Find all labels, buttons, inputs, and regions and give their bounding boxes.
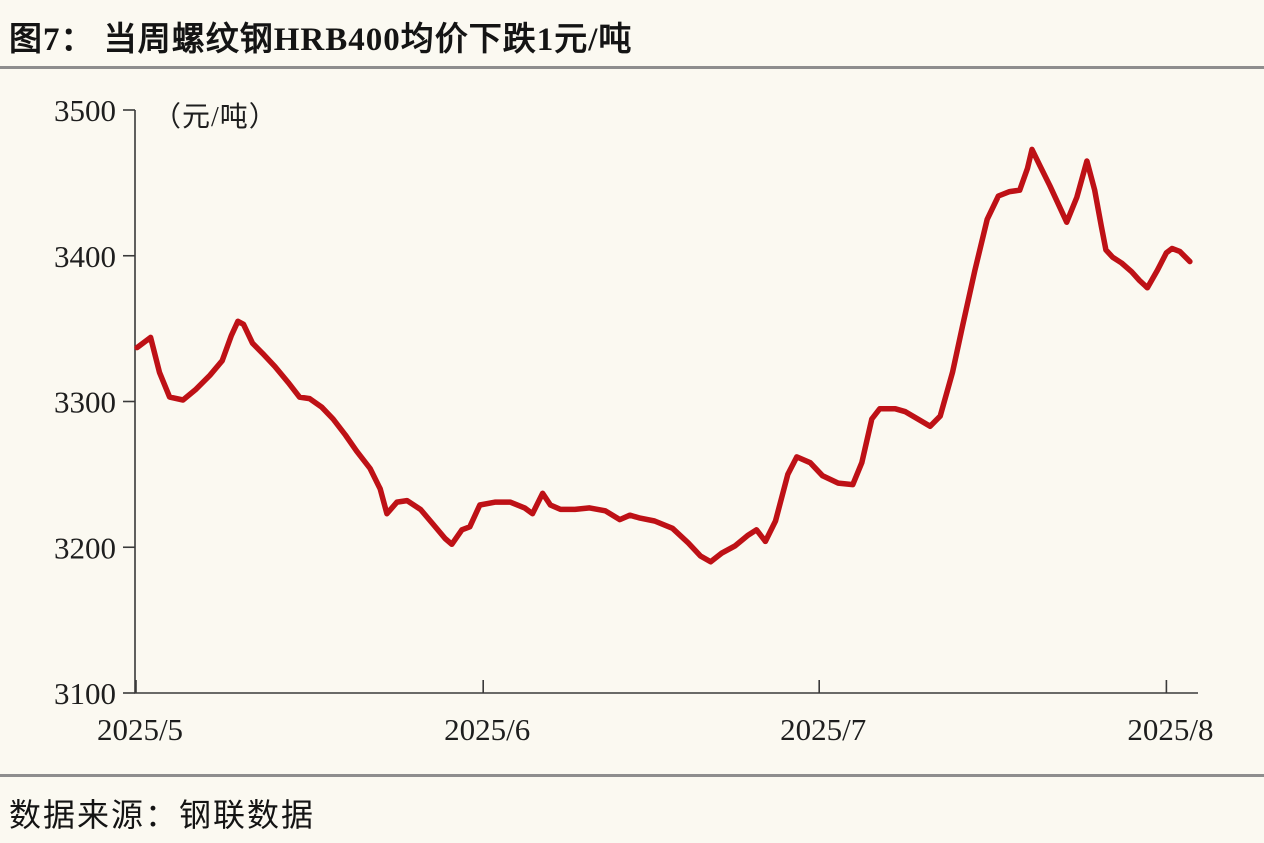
footer-separator-line	[0, 774, 1264, 777]
y-tick-label: 3400	[54, 239, 116, 274]
data-source-note: 数据来源：钢联数据	[9, 797, 316, 833]
x-tick-label: 2025/6	[444, 712, 530, 747]
y-axis-unit-label: （元/吨）	[153, 101, 278, 133]
x-tick-label: 2025/8	[1127, 712, 1213, 747]
page-title: 图7： 当周螺纹钢HRB400均价下跌1元/吨	[9, 22, 633, 58]
y-tick-label: 3300	[54, 385, 116, 420]
x-tick-label: 2025/5	[97, 712, 183, 747]
price-series-line	[134, 146, 1193, 565]
x-tick-label: 2025/7	[780, 712, 866, 747]
axis-lines	[134, 110, 1198, 694]
y-tick-label: 3500	[54, 93, 116, 128]
y-tick-label: 3100	[54, 676, 116, 711]
title-separator-line	[0, 66, 1264, 69]
y-tick-label: 3200	[54, 530, 116, 565]
